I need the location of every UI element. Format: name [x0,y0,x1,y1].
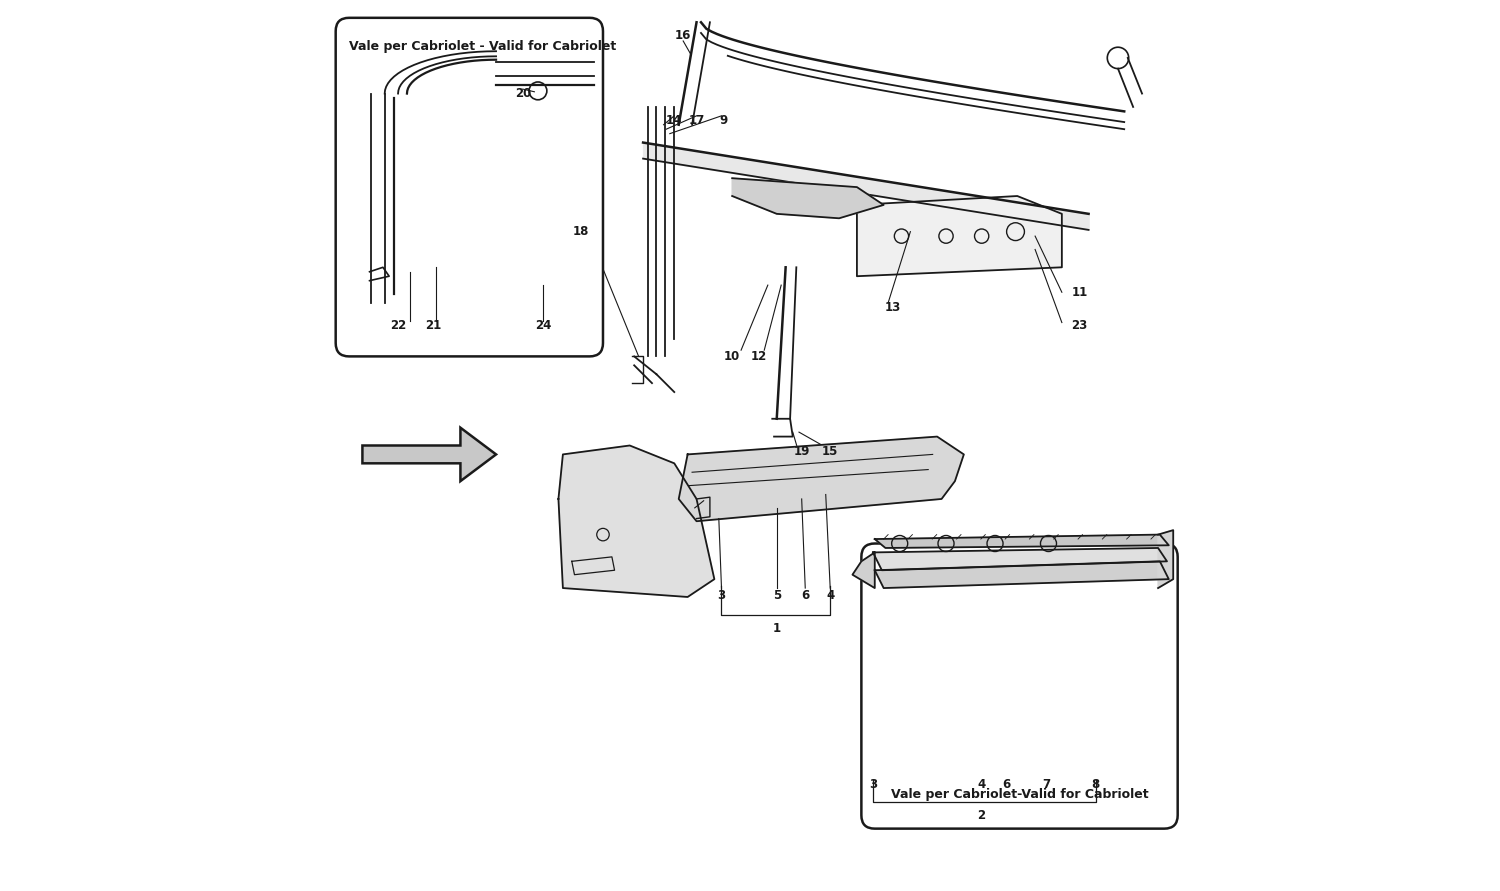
Text: 23: 23 [1071,319,1088,331]
Text: 2: 2 [978,809,986,822]
Text: 1: 1 [772,622,782,634]
Text: 9: 9 [718,114,728,127]
FancyBboxPatch shape [336,18,603,356]
Text: 4: 4 [827,589,834,601]
Text: 18: 18 [573,225,590,238]
Text: 14: 14 [666,114,682,127]
Text: 20: 20 [514,87,531,100]
Text: 13: 13 [885,301,900,314]
Text: 24: 24 [536,319,552,331]
Text: 7: 7 [1042,778,1052,790]
Text: Vale per Cabriolet-Valid for Cabriolet: Vale per Cabriolet-Valid for Cabriolet [891,789,1149,801]
Text: 12: 12 [752,350,766,363]
Polygon shape [678,437,964,521]
Text: 3: 3 [717,589,726,601]
Text: 11: 11 [1071,286,1088,298]
Text: 15: 15 [822,446,839,458]
Polygon shape [1158,530,1173,588]
Text: 4: 4 [978,778,986,790]
Polygon shape [732,178,884,218]
Text: 6: 6 [1002,778,1011,790]
Polygon shape [873,548,1167,570]
Text: 16: 16 [675,29,692,42]
Text: 22: 22 [390,319,406,331]
FancyBboxPatch shape [861,544,1178,829]
Text: 10: 10 [724,350,741,363]
Text: 21: 21 [426,319,442,331]
Polygon shape [363,428,496,481]
Polygon shape [856,196,1062,276]
Text: 3: 3 [868,778,877,790]
Text: 5: 5 [772,589,782,601]
Polygon shape [874,561,1168,588]
Text: 19: 19 [794,446,810,458]
Text: 8: 8 [1092,778,1100,790]
Text: 17: 17 [688,114,705,127]
Polygon shape [852,552,874,588]
Text: Vale per Cabriolet - Valid for Cabriolet: Vale per Cabriolet - Valid for Cabriolet [350,40,616,53]
Polygon shape [558,446,714,597]
Polygon shape [874,535,1168,548]
Text: 6: 6 [801,589,810,601]
